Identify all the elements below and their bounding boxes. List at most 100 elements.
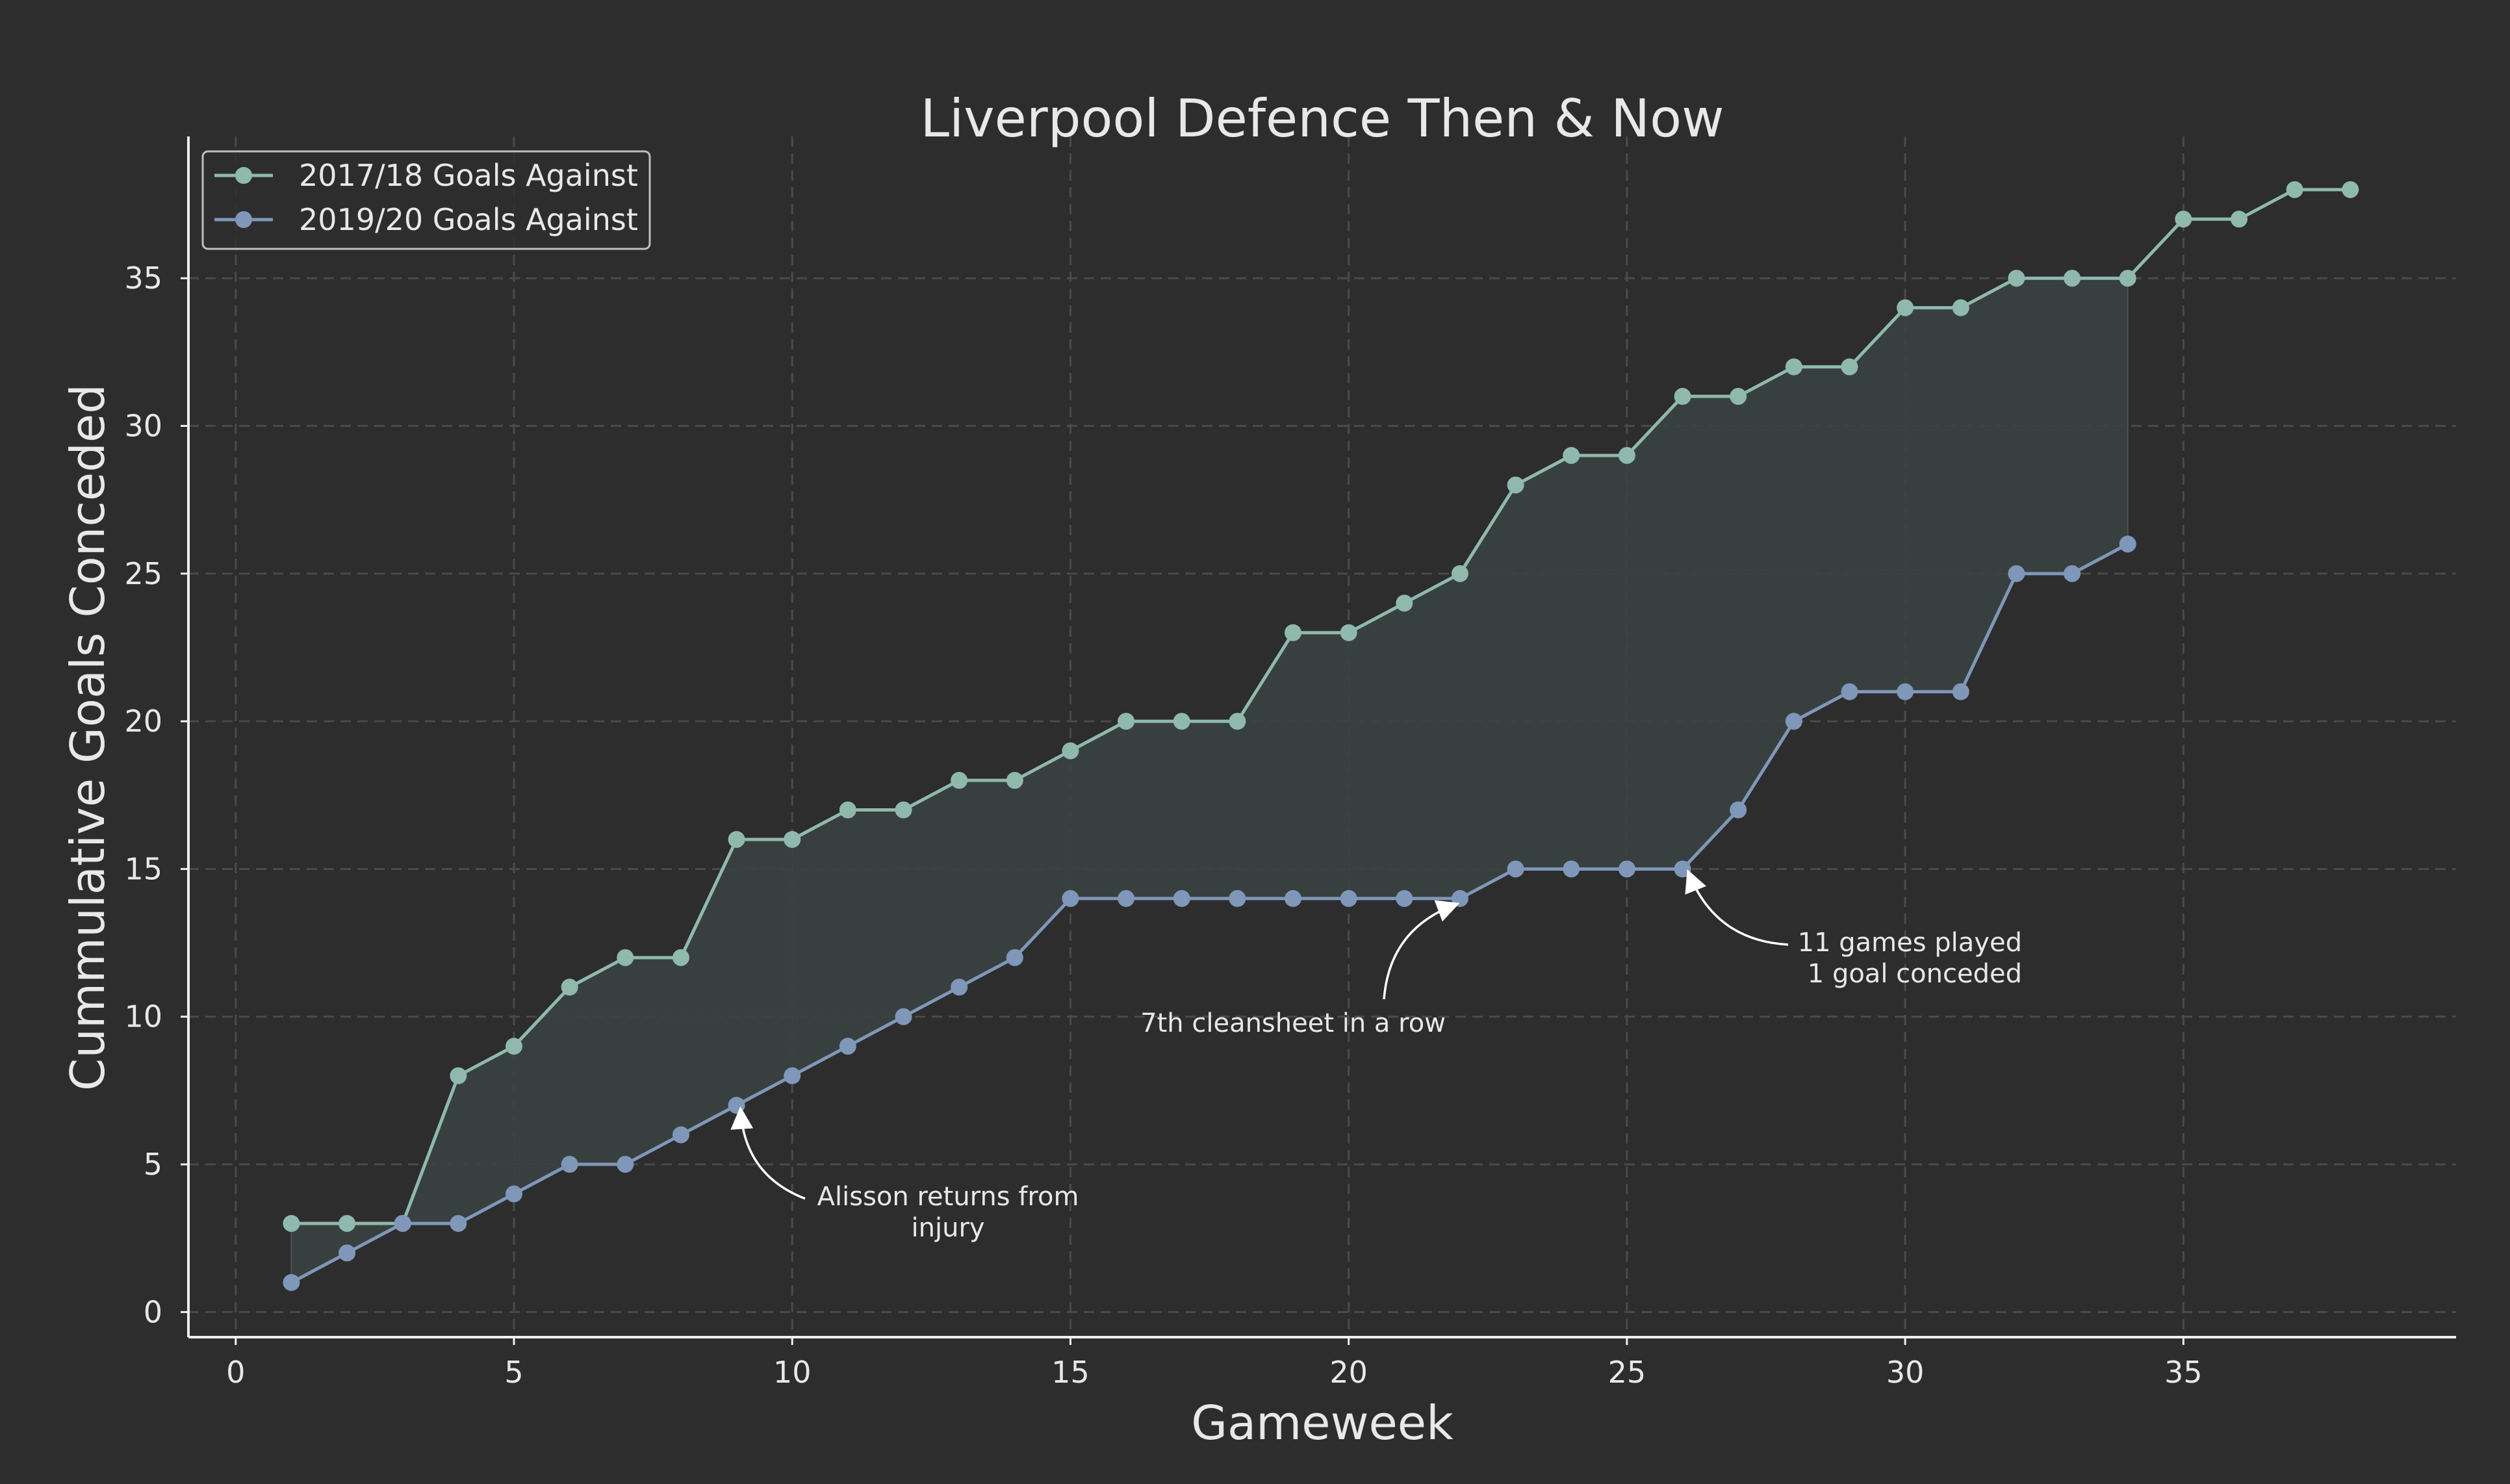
data-point-series-1 xyxy=(1396,889,1413,907)
annotation-text-2: 11 games played 1 goal conceded xyxy=(1798,928,2022,989)
x-tick-label: 25 xyxy=(1608,1355,1646,1390)
annotation-line: Alisson returns from xyxy=(817,1182,1079,1212)
data-point-series-0 xyxy=(1173,713,1190,730)
data-point-series-0 xyxy=(1897,299,1914,316)
data-point-series-1 xyxy=(1006,949,1023,966)
data-point-series-0 xyxy=(1841,358,1858,376)
chart-title: Liverpool Defence Then & Now xyxy=(920,88,1724,149)
annotation-line: 11 games played xyxy=(1798,928,2022,958)
data-point-series-0 xyxy=(728,830,745,848)
data-point-series-1 xyxy=(339,1244,356,1262)
data-point-series-0 xyxy=(672,949,689,966)
data-point-series-1 xyxy=(1118,889,1135,907)
legend-frame xyxy=(201,150,651,250)
x-tick-label: 15 xyxy=(1051,1355,1090,1390)
y-tick-label: 35 xyxy=(124,261,162,296)
data-point-series-0 xyxy=(1451,565,1468,582)
y-tick-label: 0 xyxy=(144,1294,162,1329)
x-tick-label: 10 xyxy=(773,1355,812,1390)
x-axis-label: Gameweek xyxy=(1191,1396,1453,1450)
legend-label-1920: 2019/20 Goals Against xyxy=(299,202,638,237)
data-point-series-1 xyxy=(450,1214,467,1232)
y-tick-label: 20 xyxy=(124,704,162,739)
data-point-series-0 xyxy=(1952,299,1969,316)
annotation-line: injury xyxy=(912,1213,985,1243)
annotation-text-0: Alisson returns from injury xyxy=(817,1182,1079,1243)
data-point-series-1 xyxy=(561,1156,578,1173)
x-tick-label: 20 xyxy=(1329,1355,1368,1390)
y-axis-label: Cummulative Goals Conceded xyxy=(60,384,115,1091)
data-point-series-0 xyxy=(1396,595,1413,612)
data-point-series-0 xyxy=(1340,624,1357,641)
legend-marker-1920 xyxy=(235,211,252,228)
annotation-line: 7th cleansheet in a row xyxy=(1140,1008,1446,1038)
data-point-series-1 xyxy=(506,1185,523,1203)
data-point-series-1 xyxy=(2119,535,2136,553)
data-point-series-1 xyxy=(2008,565,2025,582)
data-point-series-0 xyxy=(1785,358,1802,376)
series-line-1 xyxy=(290,543,2129,1285)
data-point-series-0 xyxy=(784,830,801,848)
annotation-arrow-2 xyxy=(1685,869,1789,946)
data-point-series-0 xyxy=(1618,446,1635,464)
data-point-series-1 xyxy=(1785,713,1802,730)
data-point-series-0 xyxy=(506,1038,523,1055)
legend: 2017/18 Goals Against 2019/20 Goals Agai… xyxy=(201,150,651,250)
data-point-series-0 xyxy=(283,1214,300,1232)
y-tick-label: 15 xyxy=(124,851,162,886)
data-point-series-0 xyxy=(1006,772,1023,789)
axes xyxy=(187,136,2456,1338)
data-point-series-0 xyxy=(1229,713,1246,730)
legend-marker-1718 xyxy=(235,167,252,184)
y-tick-label: 5 xyxy=(144,1147,162,1182)
annotation-arrow-1 xyxy=(1383,900,1460,999)
data-point-series-0 xyxy=(2008,270,2025,287)
data-point-series-0 xyxy=(1674,388,1691,405)
data-point-series-0 xyxy=(2175,211,2192,228)
data-point-series-0 xyxy=(450,1067,467,1084)
annotation-arrow-0 xyxy=(730,1106,806,1200)
data-point-series-1 xyxy=(1618,860,1635,878)
data-point-series-1 xyxy=(1229,889,1246,907)
fill-between-area xyxy=(290,277,2129,1284)
data-point-series-1 xyxy=(1173,889,1190,907)
data-point-series-1 xyxy=(672,1126,689,1144)
y-tick-label: 10 xyxy=(124,999,162,1034)
data-point-series-0 xyxy=(1563,446,1580,464)
data-point-series-0 xyxy=(2230,211,2247,228)
data-point-series-0 xyxy=(1118,713,1135,730)
data-point-series-1 xyxy=(951,979,968,996)
data-point-series-1 xyxy=(1340,889,1357,907)
annotation-line: 1 goal conceded xyxy=(1808,959,2022,989)
data-point-series-0 xyxy=(1507,476,1524,494)
y-tick-label: 25 xyxy=(124,556,162,591)
data-point-series-0 xyxy=(561,979,578,996)
fill-between-polygon xyxy=(290,277,2129,1284)
data-point-series-1 xyxy=(839,1038,856,1055)
legend-label-1718: 2017/18 Goals Against xyxy=(299,158,638,193)
annotations: Alisson returns from injury 7th cleansheet… xyxy=(730,869,2022,1243)
annotation-text-1: 7th cleansheet in a row xyxy=(1140,1008,1446,1038)
data-point-series-1 xyxy=(283,1273,300,1291)
data-point-series-1 xyxy=(784,1067,801,1084)
x-tick-label: 30 xyxy=(1886,1355,1925,1390)
data-point-series-0 xyxy=(617,949,634,966)
data-point-series-1 xyxy=(1952,683,1969,700)
data-point-series-1 xyxy=(1062,889,1079,907)
series-line-0 xyxy=(291,188,2351,1225)
data-point-series-1 xyxy=(617,1156,634,1173)
data-point-series-0 xyxy=(1062,742,1079,760)
data-point-series-0 xyxy=(1730,388,1747,405)
data-point-series-0 xyxy=(951,772,968,789)
x-tick-label: 5 xyxy=(504,1355,523,1390)
data-point-series-0 xyxy=(1285,624,1302,641)
y-tick-label: 30 xyxy=(124,409,162,444)
data-point-series-1 xyxy=(895,1008,912,1025)
x-tick-label: 35 xyxy=(2164,1355,2203,1390)
data-point-series-0 xyxy=(2286,181,2303,198)
data-point-series-1 xyxy=(1563,860,1580,878)
data-point-series-0 xyxy=(839,801,856,819)
data-point-series-0 xyxy=(339,1214,356,1232)
data-point-series-1 xyxy=(394,1214,411,1232)
